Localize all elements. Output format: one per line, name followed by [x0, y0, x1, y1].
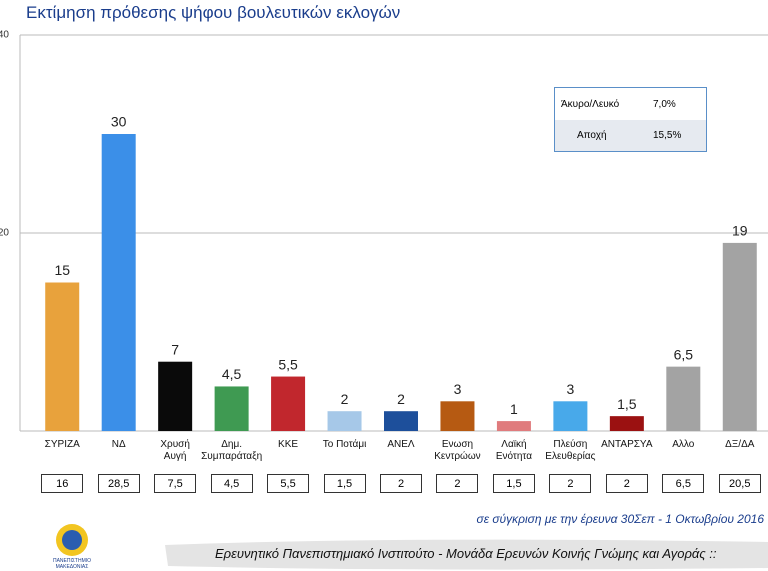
value-label: 1,5: [617, 396, 637, 412]
bar: [214, 386, 249, 431]
x-tick-label: ΝΔ: [111, 439, 126, 450]
comparison-box: 2: [549, 474, 592, 493]
table-row: Άκυρο/Λευκό 7,0%: [555, 88, 706, 120]
bar: [496, 421, 531, 431]
bar: [440, 401, 475, 431]
x-tick-label: ΣΥΡΙΖΑ: [44, 439, 80, 450]
comparison-note: σε σύγκριση με την έρευνα 30Σεπ - 1 Οκτω…: [476, 512, 764, 526]
value-label: 3: [566, 381, 574, 397]
x-tick-label: Χρυσή Αυγή: [160, 439, 190, 462]
x-tick-label: Ενωση Κεντρώων: [434, 439, 481, 462]
x-tick-label: ΔΞ/ΔΑ: [725, 439, 755, 450]
bar: [553, 401, 588, 431]
value-label: 5,5: [278, 356, 298, 372]
table-value: 15,5%: [653, 130, 682, 141]
comparison-box: 1,5: [323, 474, 366, 493]
comparison-box: 28,5: [97, 474, 140, 493]
x-tick-label: ΑΝΤΑΡΣΥΑ: [601, 439, 653, 450]
y-tick-label: 20: [0, 228, 9, 239]
bar: [609, 416, 644, 431]
value-label: 1: [510, 401, 518, 417]
value-label: 2: [397, 391, 405, 407]
bar: [101, 134, 136, 431]
comparison-box: 6,5: [662, 474, 705, 493]
comparison-box: 4,5: [210, 474, 253, 493]
value-label: 19: [732, 223, 748, 239]
value-label: 15: [54, 262, 70, 278]
x-tick-label: Αλλο: [672, 439, 695, 450]
bar: [722, 242, 757, 431]
x-tick-label: Λαϊκή Ενότητα: [495, 439, 533, 462]
comparison-box: 2: [436, 474, 479, 493]
comparison-box: 2: [380, 474, 422, 493]
x-tick-label: Δημ. Συμπαράταξη: [201, 439, 263, 462]
x-tick-label: ΚΚΕ: [278, 439, 299, 450]
value-label: 6,5: [674, 346, 694, 362]
bar: [45, 282, 80, 431]
value-label: 7: [171, 341, 179, 357]
bar: [384, 411, 418, 431]
table-value: 7,0%: [653, 98, 676, 110]
bar: [666, 366, 701, 431]
x-tick-label: ΑΝΕΛ: [387, 439, 415, 450]
info-table: Άκυρο/Λευκό 7,0% Αποχή 15,5%: [554, 87, 707, 152]
bar: [271, 376, 306, 431]
table-name: Αποχή: [577, 130, 607, 141]
bar: [158, 361, 193, 431]
footer-text: Ερευνητικό Πανεπιστημιακό Ινστιτούτο - Μ…: [215, 546, 717, 561]
x-tick-label: Το Ποτάμι: [322, 439, 367, 450]
value-label: 3: [454, 381, 462, 397]
y-tick-label: 40: [0, 30, 9, 41]
comparison-box: 5,5: [267, 474, 310, 493]
comparison-box: 1,5: [492, 474, 535, 493]
value-label: 2: [341, 391, 349, 407]
value-label: 4,5: [222, 366, 242, 382]
logo-text: ΠΑΝΕΠΙΣΤΗΜΙΟ ΜΑΚΕΔΟΝΙΑΣ: [52, 558, 92, 570]
chart-title: Εκτίμηση πρόθεσης ψήφου βουλευτικών εκλο…: [26, 3, 401, 22]
comparison-box: 16: [41, 474, 84, 493]
comparison-box: 7,5: [154, 474, 197, 493]
table-name: Άκυρο/Λευκό: [561, 98, 620, 110]
table-row: Αποχή 15,5%: [555, 120, 706, 151]
value-label: 30: [111, 114, 127, 130]
logo-core: [62, 530, 82, 550]
comparison-box: 20,5: [718, 474, 761, 493]
footer-band: [165, 539, 768, 570]
bar: [327, 411, 362, 431]
x-tick-label: Πλεύση Ελευθερίας: [545, 439, 596, 462]
comparison-box: 2: [605, 474, 648, 493]
